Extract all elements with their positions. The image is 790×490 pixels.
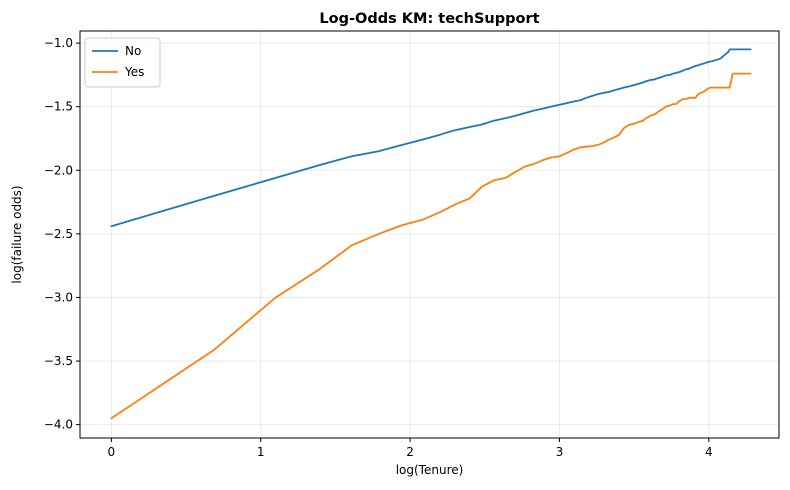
x-tick-label: 0 [108,445,116,459]
series-line-yes [110,72,752,420]
x-axis-label: log(Tenure) [396,463,464,477]
legend: No Yes [84,37,161,88]
y-tick-label: −1.0 [44,36,73,50]
legend-entry-no: No [125,44,141,58]
y-axis-label: log(failure odds) [10,185,24,283]
legend-box [84,37,161,88]
y-tick-label: −3.0 [44,290,73,304]
x-tick-label: 1 [257,445,265,459]
y-tick-label: −1.5 [44,100,73,114]
x-tick-label: 4 [705,445,713,459]
series-line-no [110,48,752,228]
plot-frame [79,30,780,439]
y-tick-label: −2.0 [44,163,73,177]
y-tick-label: −2.5 [44,227,73,241]
legend-entry-yes: Yes [124,65,144,79]
x-tick-label: 3 [556,445,564,459]
ticks: 0 1 2 3 4 −4.0 −3.5 −3.0 −2.5 −2.0 −1.5 −1.0 [44,36,713,459]
grid [80,31,779,438]
x-tick-label: 2 [406,445,414,459]
series-layer [110,48,752,420]
y-tick-label: −4.0 [44,418,73,432]
chart-title: Log-Odds KM: techSupport [319,11,539,27]
y-tick-label: −3.5 [44,354,73,368]
